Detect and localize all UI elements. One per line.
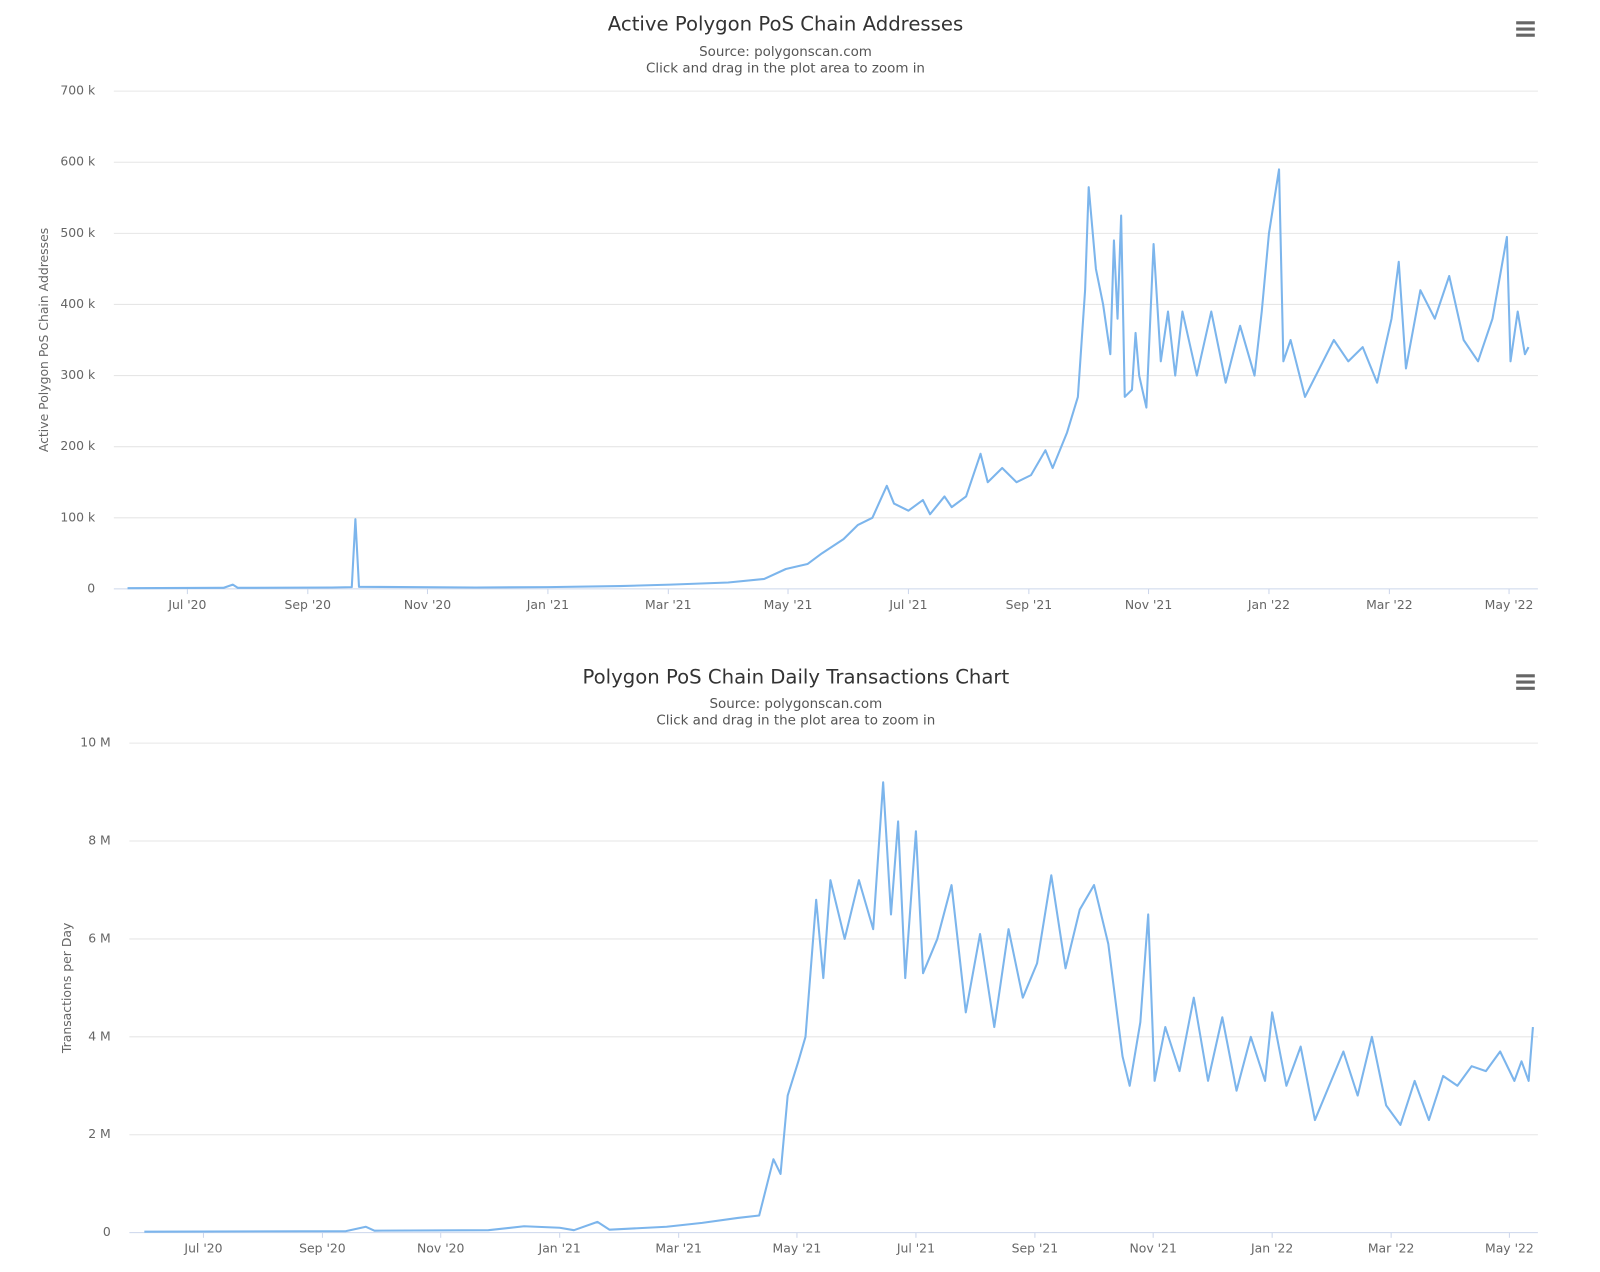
y-tick-label: 2 M [88, 1126, 111, 1141]
menu-button[interactable] [1513, 670, 1538, 695]
x-tick-label: Sep '21 [1006, 597, 1053, 612]
y-tick-label: 400 k [60, 296, 96, 311]
chart-subtitle: Source: polygonscan.com [699, 45, 872, 60]
y-tick-label: 4 M [88, 1028, 111, 1043]
x-tick-label: Jul '20 [183, 1241, 222, 1256]
chart-note: Click and drag in the plot area to zoom … [656, 713, 935, 728]
x-tick-label: Jan '21 [526, 597, 569, 612]
y-tick-label: 10 M [80, 735, 110, 750]
y-tick-label: 8 M [88, 833, 111, 848]
y-tick-label: 500 k [60, 225, 96, 240]
x-tick-label: Jul '20 [167, 597, 206, 612]
menu-button[interactable] [1513, 17, 1538, 42]
x-tick-label: Jan '22 [1250, 1241, 1293, 1256]
x-tick-label: Sep '20 [299, 1241, 346, 1256]
chart-subtitle: Source: polygonscan.com [709, 697, 882, 712]
x-tick-label: May '21 [773, 1241, 822, 1256]
x-tick-label: Jul '21 [896, 1241, 935, 1256]
line [144, 781, 1534, 1233]
x-tick-label: May '21 [764, 597, 813, 612]
x-tick-label: Nov '20 [417, 1241, 464, 1256]
x-tick-label: May '22 [1485, 1241, 1534, 1256]
x-tick-label: Jul '21 [888, 597, 927, 612]
x-tick-label: Jan '22 [1247, 597, 1290, 612]
y-tick-label: 6 M [88, 930, 111, 945]
line [127, 168, 1530, 590]
x-tick-label: Nov '20 [404, 597, 451, 612]
x-tick-label: Mar '21 [645, 597, 692, 612]
y-tick-label: 300 k [60, 367, 96, 382]
chart-title: Active Polygon PoS Chain Addresses [608, 12, 963, 35]
y-axis-title: Active Polygon PoS Chain Addresses [36, 228, 51, 452]
y-tick-label: 0 [87, 580, 95, 595]
x-tick-label: Sep '21 [1012, 1241, 1059, 1256]
y-tick-label: 200 k [60, 438, 96, 453]
chart-title: Polygon PoS Chain Daily Transactions Cha… [583, 665, 1010, 688]
x-tick-label: Mar '22 [1368, 1241, 1415, 1256]
x-tick-label: Sep '20 [285, 597, 332, 612]
y-axis-title: Transactions per Day [59, 923, 74, 1054]
y-tick-label: 0 [103, 1224, 111, 1239]
x-tick-label: May '22 [1485, 597, 1534, 612]
x-tick-label: Jan '21 [538, 1241, 581, 1256]
chart-note: Click and drag in the plot area to zoom … [646, 61, 925, 76]
x-tick-label: Nov '21 [1125, 597, 1172, 612]
y-tick-label: 700 k [60, 83, 96, 98]
y-tick-label: 100 k [60, 509, 96, 524]
x-tick-label: Nov '21 [1129, 1241, 1176, 1256]
y-tick-label: 600 k [60, 154, 96, 169]
x-tick-label: Mar '21 [655, 1241, 702, 1256]
x-tick-label: Mar '22 [1366, 597, 1413, 612]
